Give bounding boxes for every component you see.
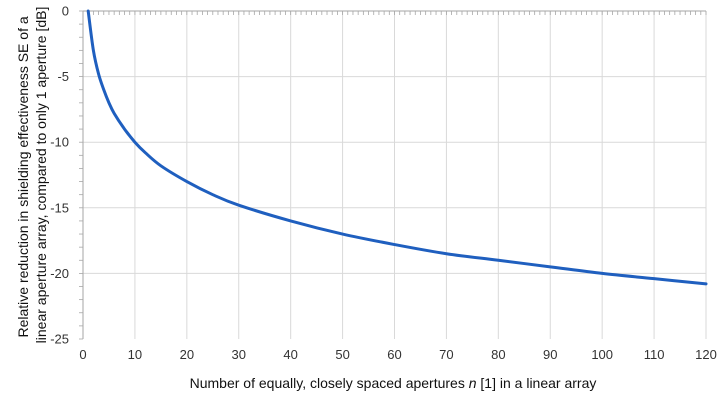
x-tick-label: 60: [387, 347, 401, 362]
x-tick-label: 90: [543, 347, 557, 362]
x-tick-label: 10: [128, 347, 142, 362]
x-tick-label: 50: [335, 347, 349, 362]
y-axis-title: Relative reduction in shielding effectiv…: [15, 7, 49, 344]
x-tick-label: 40: [283, 347, 297, 362]
x-tick-label: 80: [491, 347, 505, 362]
y-tick-label: -15: [50, 200, 69, 215]
x-tick-label: 120: [695, 347, 717, 362]
x-tick-label: 30: [232, 347, 246, 362]
y-tick-label: -20: [50, 266, 69, 281]
y-tick-label: -10: [50, 135, 69, 150]
x-tick-label: 110: [644, 347, 665, 362]
y-tick-label: -5: [57, 69, 69, 84]
x-tick-label: 100: [591, 347, 613, 362]
y-tick-label: -25: [50, 332, 69, 347]
minor-ticks: [79, 10, 707, 340]
series-line: [86, 9, 708, 286]
series-layer: [86, 9, 708, 286]
x-tick-label: 20: [180, 347, 194, 362]
axes: [82, 10, 706, 339]
tick-labels: 0 10 20 30 40 50 60 70 80 90 100 110 120 0 -5 -10 -15 -20…: [50, 4, 717, 363]
y-tick-label: 0: [62, 4, 69, 19]
x-tick-label: 0: [79, 347, 86, 362]
x-tick-label: 70: [439, 347, 453, 362]
x-axis-title: Number of equally, closely spaced apertu…: [190, 375, 597, 391]
